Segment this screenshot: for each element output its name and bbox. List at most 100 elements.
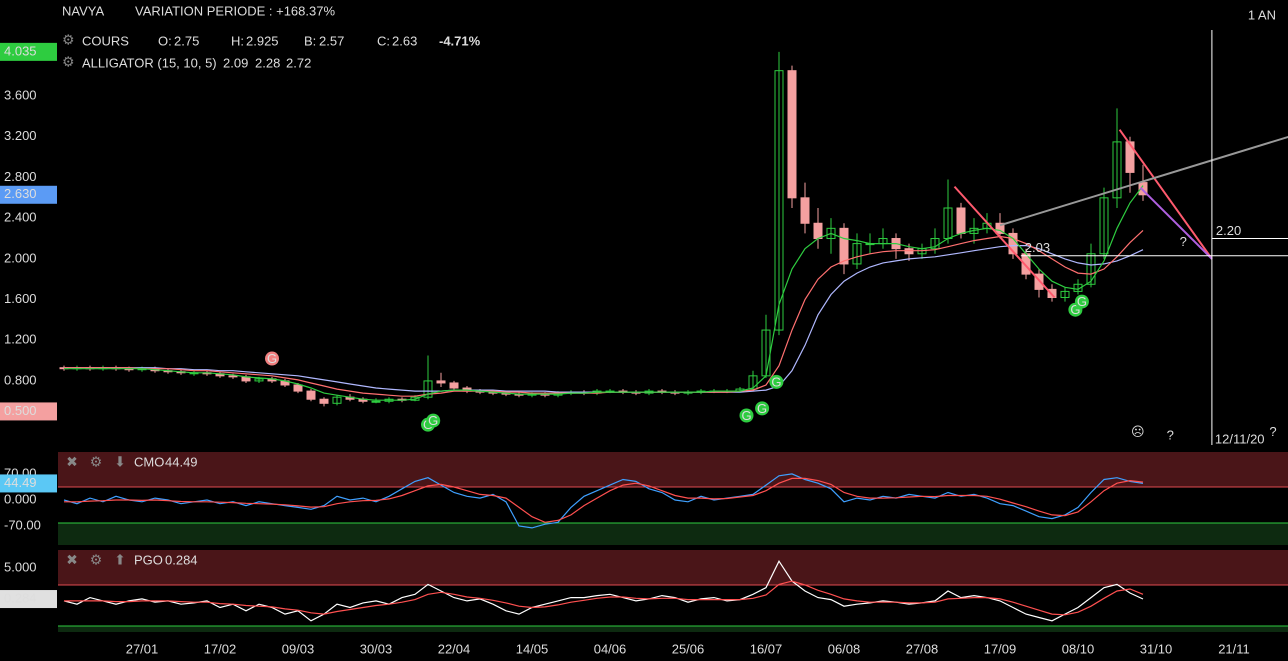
signal-label: G	[741, 408, 751, 423]
icon: ⚙	[90, 552, 103, 568]
series-line	[63, 559, 1144, 622]
signal-label: G	[1070, 302, 1080, 317]
y-tick-label: -70.00	[4, 517, 41, 532]
x-tick-label: 17/02	[204, 641, 237, 656]
x-tick-label: 21/11	[1218, 641, 1250, 656]
x-tick-label: 22/04	[438, 641, 471, 656]
annotation: ☹	[1131, 424, 1145, 439]
series-line	[64, 185, 1144, 401]
settings-icon[interactable]: ⚙	[62, 32, 75, 48]
price-marker	[0, 185, 57, 204]
y-tick-label: 2.400	[4, 210, 37, 225]
x-tick-label: 08/10	[1062, 641, 1095, 656]
y-tick-label: 1.600	[4, 291, 37, 306]
indicator-value: 2.09	[223, 55, 248, 70]
candle-body	[410, 396, 420, 401]
candle-body	[293, 384, 303, 392]
legend-low: 2.57	[319, 33, 344, 48]
value-marker	[0, 590, 57, 609]
trend-line	[1118, 129, 1213, 260]
chart-subtitle: VARIATION PERIODE : +168.37%	[135, 3, 335, 18]
trend-line	[999, 135, 1288, 227]
candle-body	[774, 70, 784, 331]
y-tick-label: 0.800	[4, 372, 37, 387]
oversold-zone	[58, 626, 1288, 632]
legend-name: COURS	[82, 33, 129, 48]
panel-value: 0.284	[165, 552, 198, 567]
candle-body	[228, 375, 238, 378]
price-marker-label: 4.035	[4, 43, 37, 58]
series-line	[64, 580, 1144, 616]
icon: ⬇	[114, 454, 126, 470]
y-tick-label: 5.000	[4, 559, 37, 574]
candle-body	[1125, 141, 1135, 173]
legend-label: H:	[231, 33, 244, 48]
legend-high: 2.925	[246, 33, 279, 48]
panel-value: 44.49	[165, 454, 198, 469]
legend-label: C:	[377, 33, 390, 48]
period-button[interactable]: 1 AN	[1248, 7, 1276, 22]
candle-body	[254, 378, 264, 382]
candle-body	[1073, 283, 1083, 292]
x-tick-label: 09/03	[282, 641, 315, 656]
candle-body	[423, 380, 433, 398]
annotation: ?	[1180, 234, 1187, 249]
x-tick-label: 04/06	[594, 641, 627, 656]
settings-icon[interactable]: ⚙	[62, 54, 75, 70]
signal-label: G	[267, 351, 277, 366]
candle-body	[436, 380, 446, 384]
signal	[426, 413, 441, 428]
indicator-value: 2.72	[286, 55, 311, 70]
candle-body	[839, 227, 849, 265]
candle-body	[800, 197, 810, 224]
signal-label: G	[428, 413, 438, 428]
x-tick-label: 27/01	[126, 641, 159, 656]
trend-line	[953, 185, 1056, 299]
annotation: ?	[1269, 424, 1276, 439]
y-tick-label: 1.200	[4, 332, 37, 347]
legend-close: 2.63	[392, 33, 417, 48]
legend-change: -4.71%	[439, 33, 481, 48]
signal-label: G	[757, 401, 767, 416]
legend-label: O:	[158, 33, 172, 48]
legend-label: B:	[304, 33, 316, 48]
x-tick-label: 25/06	[672, 641, 705, 656]
candle-body	[852, 243, 862, 265]
candle-body	[1099, 197, 1109, 255]
candle-body	[1112, 141, 1122, 199]
candle-body	[956, 207, 966, 234]
candle-body	[306, 390, 316, 400]
price-marker-label: 0.500	[4, 403, 37, 418]
candle-body	[1138, 182, 1148, 196]
candle-body	[371, 400, 381, 403]
signal	[265, 351, 279, 366]
overbought-zone	[58, 452, 1288, 487]
icon: ⚙	[90, 454, 103, 470]
candle-body	[1060, 290, 1070, 299]
indicator-name: ALLIGATOR (15, 10, 5)	[82, 55, 217, 70]
annotation: ?	[1167, 427, 1174, 442]
price-marker	[0, 42, 57, 61]
y-tick-label: 3.600	[4, 88, 37, 103]
candle-body	[813, 222, 823, 240]
panel-title: CMO	[134, 454, 164, 469]
candle-body	[319, 398, 329, 404]
candle-body	[748, 375, 758, 390]
x-tick-label: 30/03	[360, 641, 393, 656]
trend-line	[1139, 186, 1213, 260]
x-tick-label: 16/07	[750, 641, 783, 656]
oversold-zone	[58, 523, 1288, 545]
signal-label: G	[771, 374, 781, 389]
icon: ✖	[66, 454, 78, 470]
x-tick-label: 17/09	[984, 641, 1017, 656]
icon: ⬆	[114, 552, 126, 568]
horizontal-line-label: 2.03	[1025, 240, 1050, 255]
chart-title: NAVYA	[62, 3, 104, 18]
indicator-value: 2.28	[255, 55, 280, 70]
vertical-line-label: 12/11/20	[1215, 431, 1265, 446]
signal-label: G	[1077, 294, 1087, 309]
candle-body	[787, 70, 797, 199]
icon: ✖	[66, 552, 78, 568]
